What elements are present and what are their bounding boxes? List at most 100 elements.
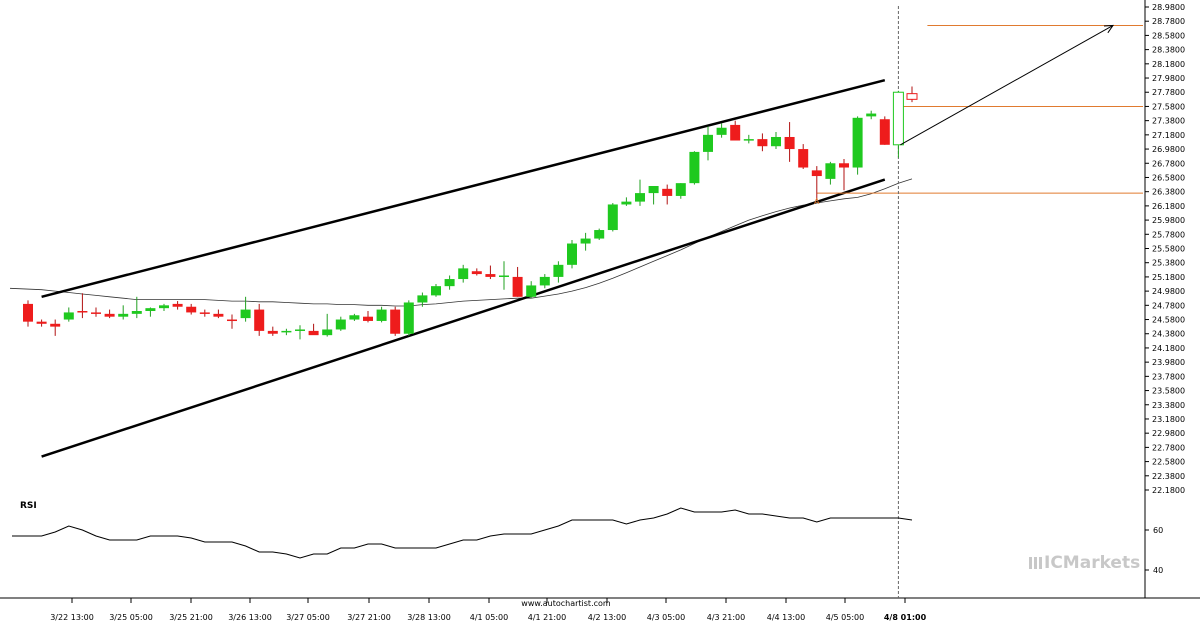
source-label: www.autochartist.com: [521, 599, 611, 608]
candle-body: [444, 279, 455, 287]
candle-body: [322, 329, 333, 336]
candle-body: [172, 303, 183, 307]
brand-text: ICMarkets: [1044, 553, 1140, 573]
price-tick-label: 23.3800: [1152, 401, 1185, 410]
candle-body: [662, 188, 673, 196]
candle-body: [648, 185, 659, 194]
candle-body: [512, 276, 523, 297]
candle-body: [607, 204, 618, 231]
candle-body: [131, 311, 142, 314]
price-tick-label: 24.5800: [1152, 316, 1185, 325]
candle-body: [186, 306, 197, 313]
price-tick-label: 22.5800: [1152, 458, 1185, 467]
candle-body: [485, 274, 496, 277]
time-tick-label: 4/1 05:00: [470, 613, 508, 622]
price-tick-label: 24.1800: [1152, 344, 1185, 353]
candle-body: [376, 309, 387, 321]
candle-body: [716, 127, 727, 135]
price-tick-label: 27.3800: [1152, 117, 1185, 126]
candle-body: [866, 113, 877, 117]
time-tick-label: 3/25 21:00: [169, 613, 213, 622]
time-tick-label: 4/1 21:00: [528, 613, 566, 622]
price-tick-label: 24.9800: [1152, 287, 1185, 296]
candle-body: [906, 93, 918, 100]
time-tick-label: 4/4 13:00: [767, 613, 805, 622]
candle-body: [63, 312, 74, 320]
candle-body: [594, 230, 605, 239]
moving-average: [9, 178, 913, 307]
candle-body: [349, 315, 360, 320]
candle-body: [689, 151, 700, 184]
candle-body: [743, 139, 754, 141]
candlesticks: A: [23, 86, 918, 340]
candle-body: [879, 119, 890, 145]
price-tick-label: 28.9800: [1152, 3, 1185, 12]
rsi-tick-label: 60: [1153, 526, 1163, 535]
channel-lower-line: [41, 178, 886, 458]
candle-body: [730, 124, 741, 141]
time-tick-label: 4/3 21:00: [707, 613, 745, 622]
candle-body: [36, 321, 47, 324]
time-tick-label: 3/28 13:00: [407, 613, 451, 622]
candle-body: [267, 330, 278, 334]
candle-body: [390, 309, 401, 334]
candle-body: [771, 136, 781, 147]
candle-body: [335, 319, 346, 330]
price-tick-label: 28.7800: [1152, 17, 1185, 26]
price-tick-label: 26.9800: [1152, 145, 1185, 154]
rsi-tick-label: 40: [1153, 566, 1163, 575]
candle-body: [784, 136, 795, 150]
price-tick-label: 27.1800: [1152, 131, 1185, 140]
candle-body: [295, 329, 305, 331]
price-tick-label: 23.7800: [1152, 372, 1185, 381]
candle-body: [118, 313, 129, 317]
price-tick-label: 22.3800: [1152, 472, 1185, 481]
price-tick-label: 25.3800: [1152, 259, 1185, 268]
candle-body: [703, 134, 713, 152]
candle-body: [91, 312, 101, 314]
rsi-title: RSI: [20, 501, 37, 511]
price-tick-label: 26.5800: [1152, 173, 1185, 182]
price-tick-label: 24.7800: [1152, 301, 1185, 310]
price-tick-label: 26.3800: [1152, 188, 1185, 197]
price-tick-label: 26.1800: [1152, 202, 1185, 211]
price-tick-label: 22.7800: [1152, 443, 1185, 452]
time-tick-label: 3/25 05:00: [109, 613, 153, 622]
time-tick-label: 3/27 05:00: [286, 613, 330, 622]
time-tick-label: 3/26 13:00: [228, 613, 272, 622]
time-tick-label: 3/22 13:00: [50, 613, 94, 622]
price-tick-label: 28.1800: [1152, 60, 1185, 69]
price-axis: 28.9800 28.7800 28.5800 28.3800 28.1800 27.98…: [0, 0, 1200, 599]
price-tick-label: 26.7800: [1152, 159, 1185, 168]
candle-body: [23, 303, 33, 322]
candle-body: [77, 311, 88, 313]
candle-body: [675, 183, 686, 196]
candle-body: [308, 330, 319, 336]
rsi-panel: RSI 60 40: [12, 501, 1163, 575]
price-tick-label: 27.5800: [1152, 102, 1185, 111]
candle-body: [50, 323, 61, 327]
candle-body: [499, 275, 509, 277]
price-tick-label: 25.9800: [1152, 216, 1185, 225]
rising-channel: [41, 78, 886, 458]
candle-body: [539, 276, 550, 286]
candle-body: [852, 117, 863, 168]
projection: [900, 24, 1115, 146]
candle-body: [635, 193, 645, 202]
candle-body: [580, 238, 591, 244]
time-tick-label: 4/3 05:00: [647, 613, 685, 622]
candle-body: [104, 313, 115, 317]
projection-arrowhead: [1103, 24, 1115, 34]
candle-body: [567, 243, 577, 265]
price-tick-label: 23.1800: [1152, 415, 1185, 424]
candle-body: [254, 309, 265, 331]
price-tick-label: 27.9800: [1152, 74, 1185, 83]
time-tick-label: 4/5 05:00: [826, 613, 864, 622]
candle-body: [526, 285, 537, 297]
price-tick-label: 24.3800: [1152, 330, 1185, 339]
candle-body: [825, 163, 836, 179]
brand-logo: ICMarkets: [1029, 553, 1140, 573]
candle-body: [281, 330, 292, 333]
channel-upper-line: [41, 78, 886, 299]
